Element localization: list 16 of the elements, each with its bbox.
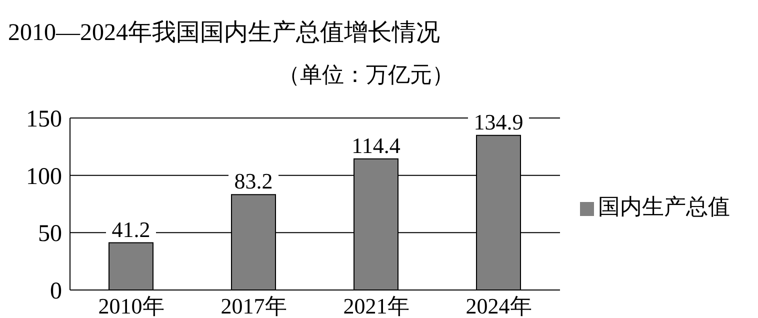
data-label: 41.2 (112, 216, 150, 242)
y-tick-label: 50 (38, 221, 62, 248)
y-tick-label: 150 (26, 106, 62, 133)
y-tick-label: 0 (50, 278, 62, 305)
y-tick-label: 100 (26, 164, 62, 190)
data-label: 83.2 (234, 168, 273, 194)
chart-title: 2010—2024年我国国内生产总值增长情况 (8, 19, 440, 48)
data-label: 114.4 (352, 132, 400, 158)
bar (108, 242, 154, 290)
x-tick-label: 2024年 (466, 294, 532, 318)
x-tick-label: 2021年 (343, 294, 410, 318)
x-tick-label: 2010年 (98, 294, 164, 318)
x-tick-label: 2017年 (220, 294, 287, 318)
chart-subtitle: （单位：万亿元） (278, 61, 454, 89)
legend-label: 国内生产总值 (598, 194, 730, 219)
data-label: 134.9 (474, 109, 524, 134)
